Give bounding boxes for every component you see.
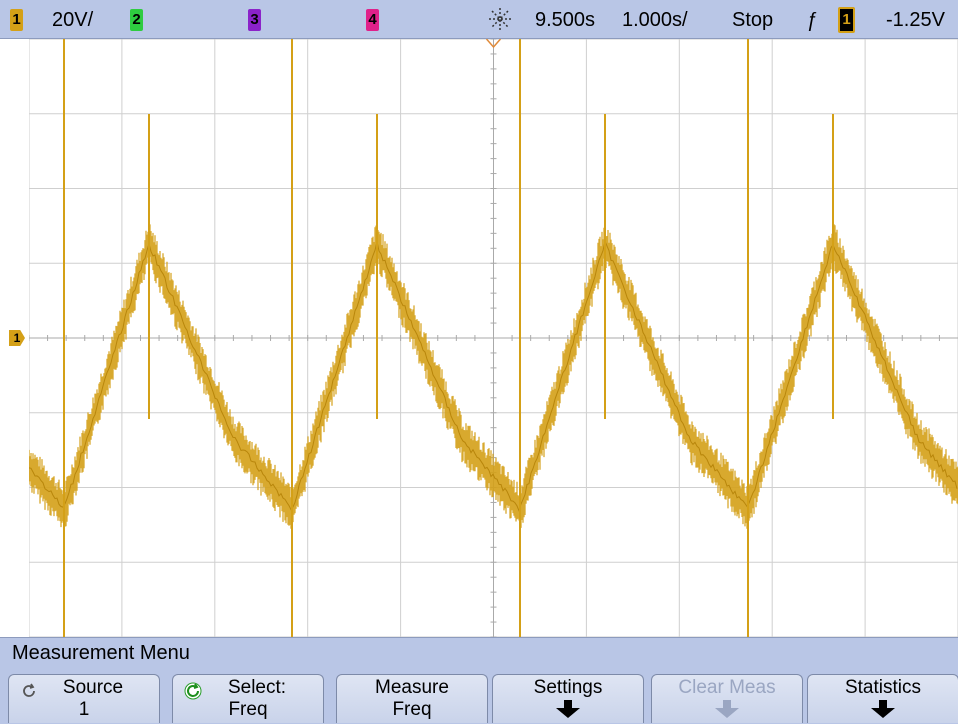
softkey-label: Source — [62, 677, 124, 698]
time-delay[interactable]: 9.500s — [535, 9, 596, 31]
softkey-label: Measure — [375, 677, 449, 698]
rotate-green-icon — [184, 682, 202, 700]
trigger-slope-icon: ƒ — [806, 9, 818, 31]
arrow-down-icon — [715, 700, 739, 718]
menu-title: Measurement Menu — [12, 642, 190, 664]
rotate-icon — [23, 683, 35, 697]
run-state: Stop — [732, 9, 774, 31]
softkey-value: Freq — [228, 699, 268, 720]
arrow-down-icon — [556, 700, 580, 718]
arrow-down-icon — [871, 700, 895, 718]
status-bar: 1 20V/ 2 3 4 9.500s 1.000s/ Stop ƒ 1 -1.… — [0, 0, 958, 39]
channel-1-waveform-trace — [29, 239, 958, 513]
trigger-position-marker — [485, 39, 502, 49]
time-scale[interactable]: 1.000s/ — [622, 9, 688, 31]
settings-softkey[interactable]: Settings — [492, 674, 644, 723]
softkey-label: Clear Meas — [678, 677, 776, 698]
trigger-level[interactable]: -1.25V — [886, 9, 945, 31]
channel-1-badge[interactable]: 1 — [10, 9, 23, 31]
softkey-label: Statistics — [844, 677, 922, 698]
softkey-value: 1 — [78, 699, 90, 720]
channel-3-badge[interactable]: 3 — [248, 9, 261, 31]
waveform-graticule — [29, 39, 958, 637]
select-softkey[interactable]: Select: Freq — [172, 674, 324, 723]
acquisition-icon — [487, 0, 513, 38]
channel-1-scale[interactable]: 20V/ — [52, 9, 94, 31]
statistics-softkey[interactable]: Statistics — [807, 674, 958, 723]
softkey-label: Settings — [533, 677, 603, 698]
softkey-value: Freq — [392, 699, 432, 720]
measure-softkey[interactable]: Measure Freq — [336, 674, 488, 723]
channel-1-ground-marker[interactable]: 1 — [9, 330, 25, 346]
channel-2-badge[interactable]: 2 — [130, 9, 143, 31]
channel-4-badge[interactable]: 4 — [366, 9, 379, 31]
trigger-source-badge[interactable]: 1 — [838, 7, 855, 33]
source-softkey[interactable]: Source 1 — [8, 674, 160, 723]
clear-meas-softkey[interactable]: Clear Meas — [651, 674, 803, 723]
softkey-label: Select: — [227, 677, 287, 698]
left-margin: 1 — [0, 39, 29, 637]
waveform-display[interactable] — [29, 39, 958, 637]
